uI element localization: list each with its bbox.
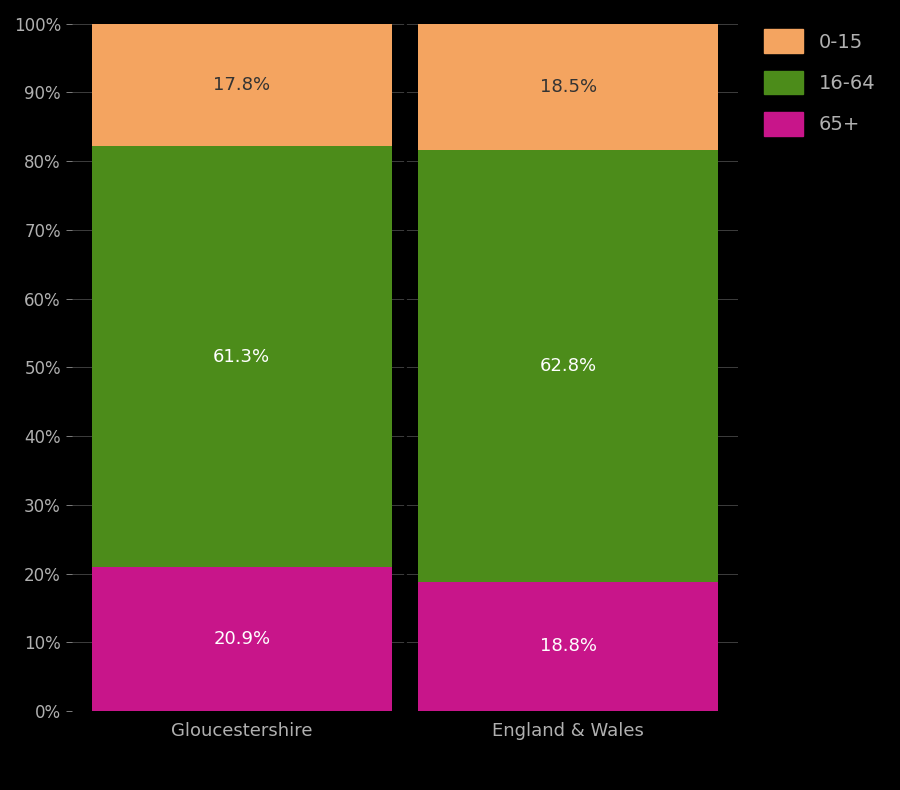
Text: 17.8%: 17.8% [213,76,270,94]
Text: 61.3%: 61.3% [213,348,270,366]
Bar [418,23,718,150]
Text: 62.8%: 62.8% [540,357,597,375]
Bar [92,146,392,567]
Bar [92,24,392,146]
Text: 20.9%: 20.9% [213,630,270,648]
Text: 18.5%: 18.5% [540,77,597,96]
Bar [418,581,718,711]
Text: 18.8%: 18.8% [540,638,597,656]
Bar [418,150,718,581]
Legend: 0-15, 16-64, 65+: 0-15, 16-64, 65+ [754,20,885,145]
Bar [92,567,392,711]
